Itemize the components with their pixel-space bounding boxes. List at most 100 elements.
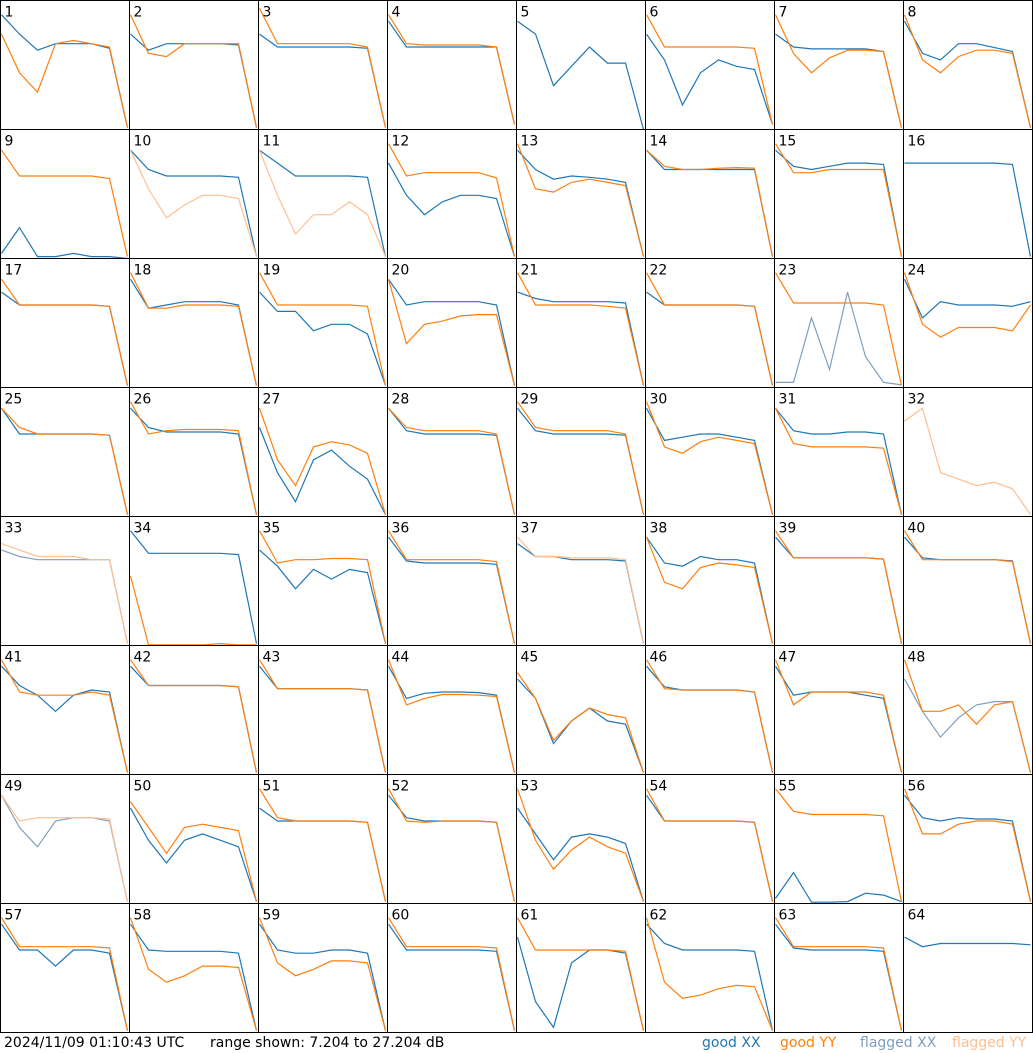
panel-number: 61	[521, 908, 539, 924]
panel-number: 12	[392, 134, 410, 150]
spectrum-line	[774, 659, 903, 773]
spectrum-line	[1, 407, 129, 515]
spectrum-line	[1, 665, 129, 773]
panel	[129, 774, 259, 904]
panel	[387, 903, 517, 1033]
panel-number: 20	[392, 263, 410, 279]
panel	[903, 129, 1033, 259]
spectrum-line	[516, 272, 645, 386]
panel	[387, 774, 517, 904]
spectrum-line	[516, 936, 645, 1031]
legend-entry: flagged YY	[952, 1035, 1027, 1051]
panel-number: 51	[263, 779, 281, 795]
legend-entry: flagged XX	[860, 1035, 937, 1051]
spectrum-line	[258, 272, 387, 386]
spectrum-line	[775, 149, 903, 257]
spectrum-line	[129, 401, 258, 515]
spectrum-line	[387, 279, 516, 386]
panel	[645, 0, 775, 130]
panel	[387, 645, 517, 775]
spectrum-line	[259, 33, 387, 128]
panel	[645, 129, 775, 259]
panel	[774, 645, 904, 775]
spectrum-line	[130, 923, 258, 1031]
panel-number: 42	[134, 650, 152, 666]
spectrum-line	[259, 923, 387, 1031]
spectrum-line	[388, 407, 516, 515]
panel	[258, 0, 388, 130]
panel	[774, 258, 904, 388]
panel-number: 41	[5, 650, 23, 666]
legend-entry: good YY	[780, 1035, 837, 1051]
panel-number: 39	[779, 521, 797, 537]
spectrum-line	[0, 794, 129, 902]
spectrum-line	[258, 788, 387, 902]
spectrum-line	[645, 407, 774, 515]
spectrum-line	[1, 794, 129, 902]
panel-number: 26	[134, 392, 152, 408]
spectrum-line	[903, 14, 1032, 128]
panel-number: 60	[392, 908, 410, 924]
spectrum-line	[774, 407, 903, 515]
panel-number: 13	[521, 134, 539, 150]
panel-number: 53	[521, 779, 539, 795]
panel-number: 27	[263, 392, 281, 408]
timestamp: 2024/11/09 01:10:43 UTC	[4, 1035, 184, 1051]
panel-number: 19	[263, 263, 281, 279]
spectrum-line	[517, 536, 645, 644]
spectrum-line	[645, 659, 774, 773]
panel-number: 31	[779, 392, 797, 408]
panel	[258, 258, 388, 388]
panel-number: 38	[650, 521, 668, 537]
spectrum-line	[387, 659, 516, 773]
panel	[387, 0, 517, 130]
spectrum-line	[258, 8, 387, 128]
panel	[645, 387, 775, 517]
spectrum-line	[388, 407, 516, 515]
spectrum-line	[129, 149, 258, 257]
panel-number: 35	[263, 521, 281, 537]
panel-number: 14	[650, 134, 668, 150]
panel-number: 18	[134, 263, 152, 279]
panel	[774, 903, 904, 1033]
panel-number: 34	[134, 521, 152, 537]
spectrum-line	[258, 530, 387, 644]
spectrum-line	[130, 407, 258, 515]
spectrum-line	[0, 917, 129, 1031]
panel-number: 36	[392, 521, 410, 537]
spectrum-line	[646, 923, 774, 1031]
panel-number: 6	[650, 5, 659, 21]
spectrum-line	[904, 794, 1032, 902]
panel	[774, 516, 904, 646]
panel-number: 33	[5, 521, 23, 537]
panel	[258, 903, 388, 1033]
panel	[258, 645, 388, 775]
panel-number: 56	[908, 779, 926, 795]
spectrum-line	[645, 536, 774, 644]
spectrum-line	[645, 14, 774, 125]
panel-number: 16	[908, 134, 926, 150]
spectrum-line	[645, 401, 774, 515]
spectrum-line	[0, 33, 129, 128]
spectrum-line	[903, 659, 1032, 773]
spectrum-line	[129, 807, 258, 902]
spectrum-line	[387, 162, 516, 257]
spectrum-line	[129, 575, 257, 646]
spectrum-line	[517, 807, 645, 902]
spectrum-line	[1, 923, 129, 1031]
spectrum-line	[774, 14, 903, 128]
spectrum-line	[645, 917, 774, 1031]
panel-number: 29	[521, 392, 539, 408]
spectrum-line	[904, 162, 1032, 257]
spectrum-line	[1, 226, 128, 260]
panel	[774, 129, 904, 259]
spectrum-line	[774, 143, 903, 257]
spectrum-line	[646, 33, 774, 125]
spectrum-line	[388, 923, 516, 1031]
spectrum-line	[517, 401, 645, 515]
panel-number: 45	[521, 650, 539, 666]
spectrum-line	[774, 272, 903, 386]
spectrum-line	[258, 149, 387, 257]
panel	[774, 774, 904, 904]
spectrum-line	[775, 530, 903, 644]
